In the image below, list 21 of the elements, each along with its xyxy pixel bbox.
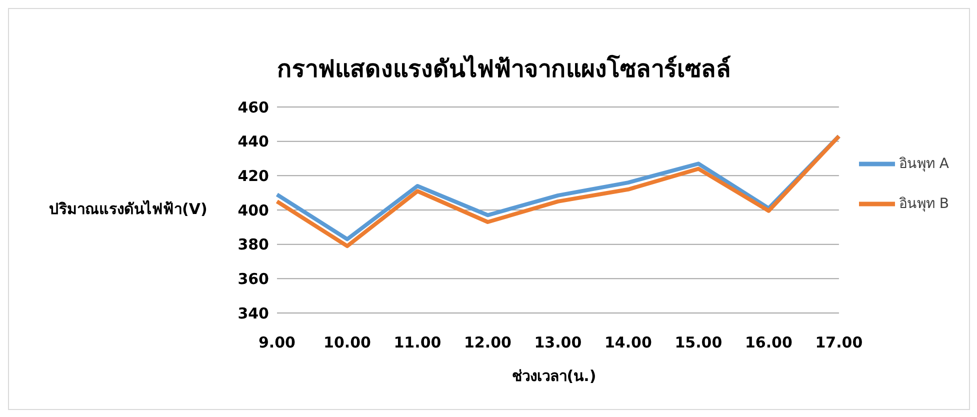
legend-label: อินพุท B: [898, 196, 949, 212]
x-tick-label: 12.00: [464, 334, 512, 352]
x-tick-label: 10.00: [324, 334, 371, 352]
y-tick-label: 340: [238, 304, 269, 322]
y-tick-label: 360: [238, 270, 269, 288]
x-tick-label: 17.00: [815, 334, 863, 352]
x-tick-label: 13.00: [534, 334, 582, 352]
x-tick-label: 15.00: [674, 334, 722, 352]
y-tick-label: 420: [238, 166, 269, 185]
y-tick-label: 440: [238, 132, 269, 151]
x-axis-title: ช่วงเวลา(น.): [510, 366, 598, 387]
legend-label: อินพุท A: [898, 156, 949, 172]
x-tick-label: 14.00: [604, 334, 652, 352]
x-tick-label: 11.00: [394, 334, 442, 352]
y-tick-label: 400: [238, 201, 269, 220]
y-tick-label: 460: [238, 98, 269, 116]
x-tick-label: 9.00: [258, 334, 296, 352]
x-tick-label: 16.00: [744, 334, 792, 352]
chart-title: กราฟแสดงแรงดันไฟฟ้าจากแผงโซลาร์เซลล์: [276, 54, 732, 85]
y-tick-label: 380: [238, 236, 269, 254]
y-axis-title: ปริมาณแรงดันไฟฟ้า(V): [49, 199, 208, 220]
